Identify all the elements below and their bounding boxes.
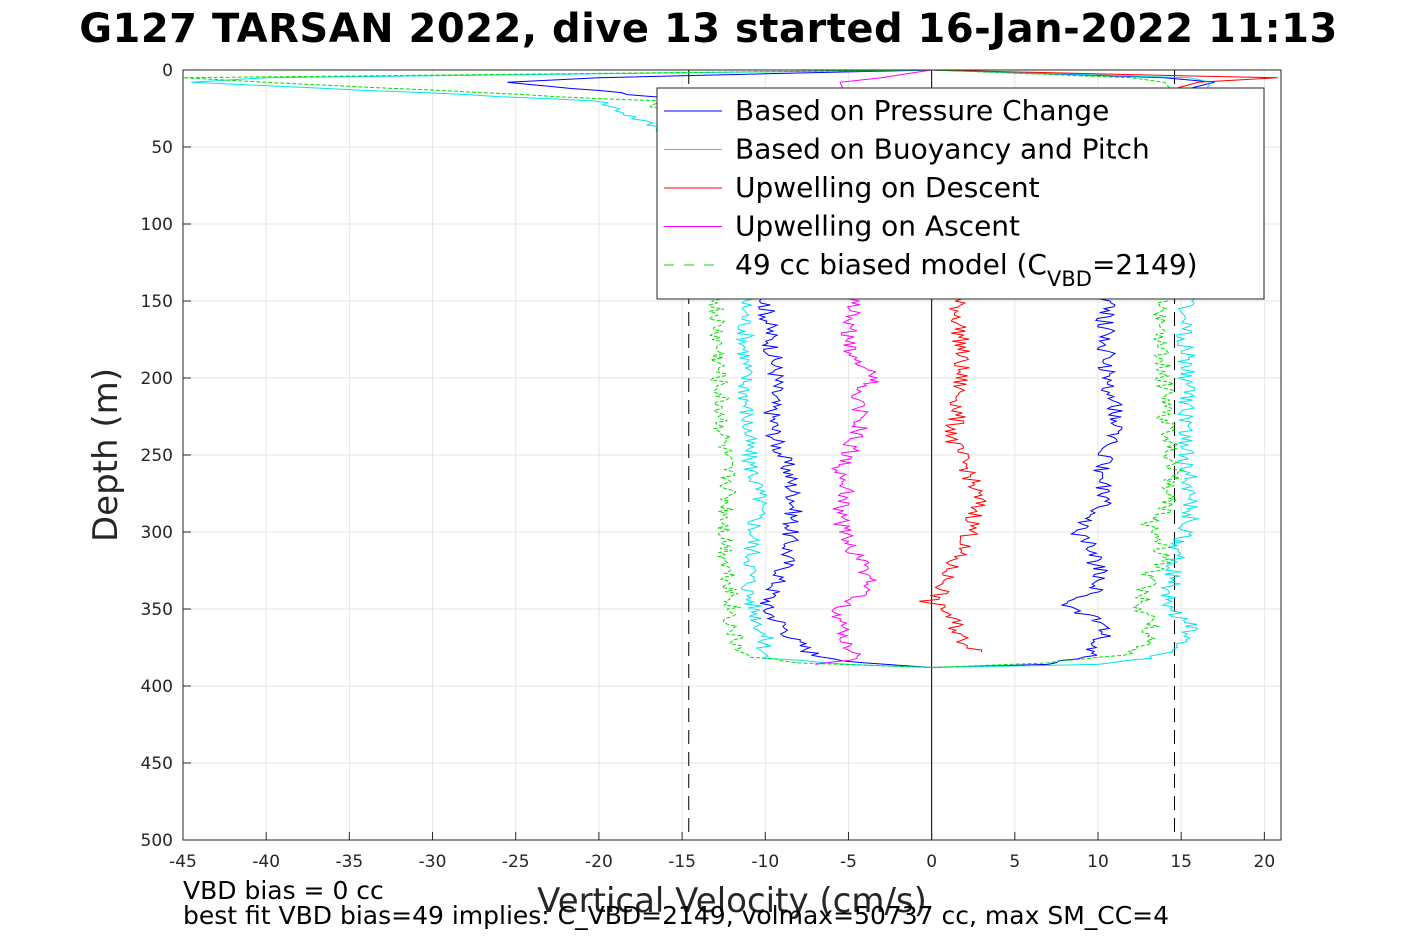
x-tick-label: 15 (1170, 852, 1192, 872)
legend-entry-label: Based on Pressure Change (735, 94, 1109, 127)
legend-box (656, 87, 1265, 300)
x-tick-label: 5 (1009, 852, 1020, 872)
y-tick-label: 150 (141, 292, 173, 312)
legend-entry-label: Based on Buoyancy and Pitch (735, 133, 1150, 166)
best-fit-note: best fit VBD bias=49 implies: C_VBD=2149… (183, 901, 1170, 930)
legend-entry-label: Upwelling on Ascent (735, 210, 1020, 243)
series-line-descent (182, 69, 932, 668)
y-axis-label: Depth (m) (86, 368, 126, 542)
legend-entry-label: 49 cc biased model (CVBD=2149) (735, 248, 1198, 291)
x-tick-label: -20 (585, 852, 613, 872)
y-tick-label: 450 (141, 754, 173, 774)
chart-title: G127 TARSAN 2022, dive 13 started 16-Jan… (79, 6, 1338, 52)
vbd-bias-note: VBD bias = 0 cc (183, 876, 384, 905)
y-tick-label: 300 (141, 523, 173, 543)
x-tick-label: -5 (840, 852, 857, 872)
x-tick-label: 10 (1087, 852, 1109, 872)
y-tick-label: 400 (141, 677, 173, 697)
x-tick-label: -40 (252, 852, 280, 872)
x-tick-label: -25 (502, 852, 530, 872)
y-tick-label: 500 (141, 831, 173, 851)
x-tick-label: -45 (169, 852, 197, 872)
x-tick-label: 20 (1254, 852, 1276, 872)
x-axis-label: Vertical Velocity (cm/s) (537, 881, 927, 921)
x-tick-label: -10 (751, 852, 779, 872)
x-tick-label: 0 (926, 852, 937, 872)
y-tick-label: 250 (141, 446, 173, 466)
y-tick-label: 100 (141, 215, 173, 235)
y-tick-label: 0 (162, 61, 173, 81)
x-tick-label: -35 (335, 852, 363, 872)
legend-entry-label: Upwelling on Descent (735, 171, 1040, 204)
legend: Based on Pressure Change Based on Buoyanc… (656, 87, 1265, 300)
x-tick-label: -15 (668, 852, 696, 872)
x-tick-label: -30 (419, 852, 447, 872)
y-tick-label: 350 (141, 600, 173, 620)
axis-ticks: -45 -40 -35 -30 -25 -20 -15 -10 -5 0 5 10 15 20050100… (141, 61, 1276, 872)
y-tick-label: 200 (141, 369, 173, 389)
y-tick-label: 50 (151, 138, 173, 158)
